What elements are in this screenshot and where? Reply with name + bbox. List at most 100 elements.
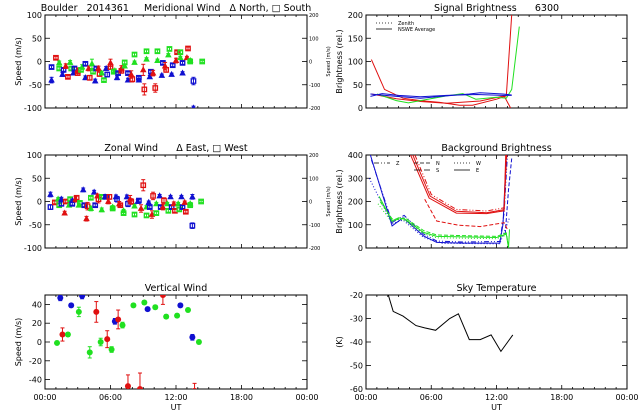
chart-title: Sky Temperature (456, 283, 536, 294)
data-point (54, 339, 61, 346)
north-east-marker (102, 64, 110, 71)
north-east-marker (78, 63, 86, 70)
north-east-marker (148, 210, 156, 217)
meridional-panel: Boulder 2014361 Meridional Wind Δ North,… (14, 3, 332, 113)
background-panel: Background Brightness 0 100 200 300 400 Bright… (335, 143, 628, 253)
north-east-marker (137, 204, 145, 211)
series-line (377, 203, 509, 246)
south-west-marker (190, 78, 197, 84)
south-west-marker (153, 210, 160, 216)
south-west-marker (165, 207, 172, 214)
x-axis-label: UT (171, 403, 182, 412)
vertical-panel: Vertical Wind 00:00 06:00 12:00 18:00 00:00 UT… (14, 283, 319, 412)
x-tick-label: 12:00 (485, 393, 508, 402)
south-west-marker (90, 68, 96, 75)
data-point (59, 331, 66, 338)
north-east-marker (186, 200, 194, 207)
north-east-marker (131, 58, 138, 65)
data-point (130, 302, 137, 309)
series-line (370, 155, 508, 243)
data-point (163, 313, 170, 320)
south-west-marker (104, 71, 111, 78)
south-west-marker (179, 204, 186, 210)
north-east-marker (179, 69, 186, 76)
x-tick-label: 00:00 (33, 393, 56, 402)
right-y-tick-label: 100 (309, 36, 319, 42)
north-east-marker (139, 66, 147, 73)
right-y-tick-label: 200 (309, 13, 319, 19)
legend-label: W (476, 161, 481, 167)
data-point (124, 383, 131, 389)
y-tick-label: 50 (32, 34, 42, 43)
south-west-marker (47, 204, 54, 210)
south-west-marker (88, 194, 94, 201)
plot-area (370, 15, 520, 108)
south-west-marker (131, 211, 138, 218)
y-axis-label: (K) (335, 336, 344, 348)
north-east-marker (149, 69, 157, 76)
plot-frame (44, 154, 308, 249)
x-tick-label: 18:00 (230, 393, 253, 402)
north-east-marker (121, 62, 128, 69)
y-tick-label: 200 (348, 11, 363, 20)
x-tick-label: 18:00 (550, 393, 573, 402)
data-point (192, 387, 197, 389)
data-point (174, 312, 181, 319)
south-west-marker (141, 86, 148, 93)
north-east-marker (47, 190, 54, 197)
signal-panel: Signal Brightness 6300 0 50 100 150 200 Bright… (335, 3, 628, 113)
right-y-axis-label: Speed (m/s) (326, 186, 332, 216)
north-east-marker (165, 51, 172, 58)
y-axis-label: Brightness (rel.) (335, 29, 344, 93)
y-tick-label: 200 (348, 198, 363, 207)
north-east-marker (168, 70, 175, 77)
north-east-marker (61, 209, 68, 216)
north-east-marker (107, 59, 114, 66)
north-east-marker (146, 73, 154, 80)
y-tick-label: -30 (350, 315, 363, 324)
south-west-marker (152, 85, 159, 91)
data-point (159, 295, 166, 298)
y-tick-label: 40 (32, 300, 42, 309)
north-east-marker (156, 192, 163, 199)
x-axis-label: UT (491, 403, 502, 412)
north-east-marker (88, 60, 96, 67)
south-west-marker (136, 74, 142, 81)
south-west-marker (143, 48, 150, 55)
right-y-axis-label: Speed (m/s) (326, 46, 332, 76)
south-west-marker (48, 64, 55, 70)
y-tick-label: -40 (350, 338, 363, 347)
right-y-tick-label: 0 (309, 60, 312, 66)
plot-area (54, 295, 202, 389)
north-east-marker (98, 206, 106, 213)
data-point (115, 316, 122, 323)
north-east-marker (120, 207, 127, 214)
zonal-panel: Zonal Wind Δ East, □ West -100 -50 0 50 100 Sp… (14, 143, 332, 253)
y-tick-label: -20 (29, 357, 42, 366)
data-point (57, 295, 64, 301)
data-point (195, 339, 202, 345)
y-tick-label: 20 (32, 319, 42, 328)
north-east-marker (95, 64, 102, 71)
y-tick-label: -100 (24, 104, 42, 113)
y-tick-label: 400 (348, 151, 363, 160)
south-west-marker (169, 62, 176, 69)
north-east-marker (143, 55, 150, 62)
north-east-marker (131, 202, 138, 209)
plot-area (48, 45, 206, 108)
data-point (93, 308, 100, 315)
north-east-marker (178, 193, 185, 200)
north-east-marker (91, 77, 99, 84)
south-west-marker (179, 60, 186, 66)
north-east-marker (83, 215, 90, 222)
x-tick-label: 00:00 (295, 393, 318, 402)
north-east-marker (62, 62, 70, 69)
plot-frame (44, 294, 308, 390)
north-east-marker (123, 193, 131, 200)
north-east-marker (174, 200, 182, 207)
y-axis-label: Brightness (rel.) (335, 169, 344, 233)
north-east-marker (90, 188, 98, 195)
south-west-marker (65, 73, 71, 80)
north-east-marker (113, 74, 121, 81)
north-east-marker (154, 56, 161, 63)
